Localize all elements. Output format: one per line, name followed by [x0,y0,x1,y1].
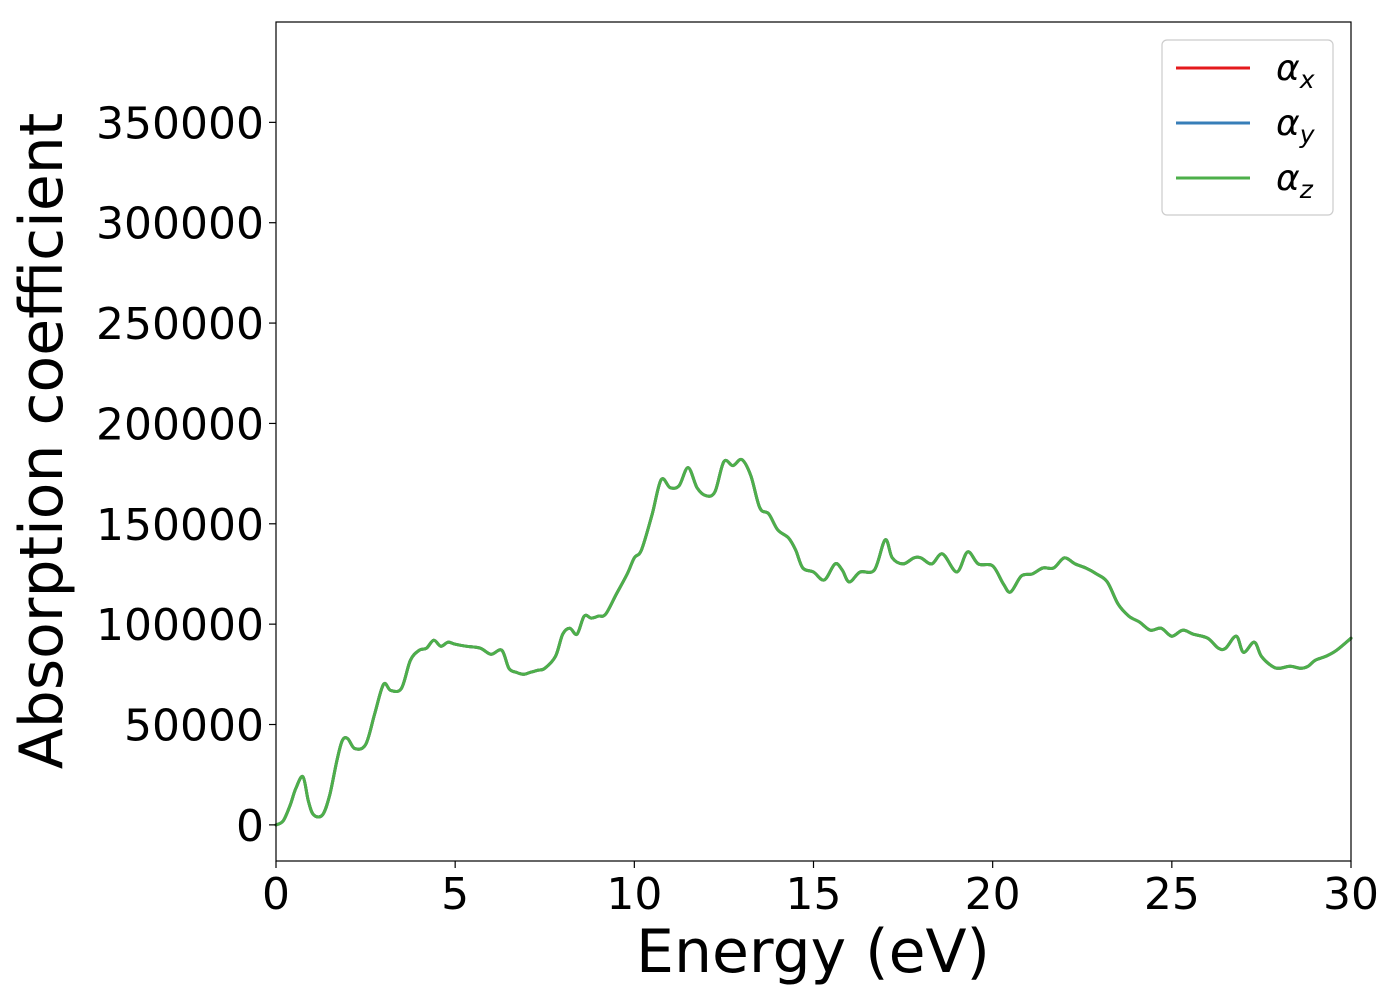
y-tick-label: 200000 [96,399,264,450]
x-tick-label: 0 [262,869,290,920]
x-axis-title: Energy (eV) [636,917,990,987]
legend-box [1161,39,1334,216]
series-line-z [274,457,1353,827]
y-tick-label: 0 [236,801,264,852]
x-tick-label: 15 [786,869,842,920]
legend-label-z: αz [1276,158,1314,204]
legend: αx αy αz [1161,39,1334,216]
y-axis-ticks: 0 50000 100000 150000 200000 250000 300000 3500… [96,98,276,852]
x-tick-label: 5 [441,869,469,920]
y-tick-label: 350000 [96,98,264,149]
y-tick-label: 250000 [96,299,264,350]
x-axis-ticks: 0 5 10 15 20 25 30 [262,861,1379,920]
y-tick-label: 100000 [96,600,264,651]
y-tick-label: 150000 [96,500,264,551]
x-tick-label: 30 [1323,869,1379,920]
legend-label-y: αy [1276,103,1316,149]
x-tick-label: 10 [606,869,662,920]
series-lines [274,457,1353,827]
y-tick-label: 50000 [124,701,264,752]
x-tick-label: 25 [1144,869,1200,920]
x-tick-label: 20 [965,869,1021,920]
y-tick-label: 300000 [96,199,264,250]
y-axis-title: Absorption coefficient [7,113,77,770]
legend-label-x: αx [1276,48,1315,94]
